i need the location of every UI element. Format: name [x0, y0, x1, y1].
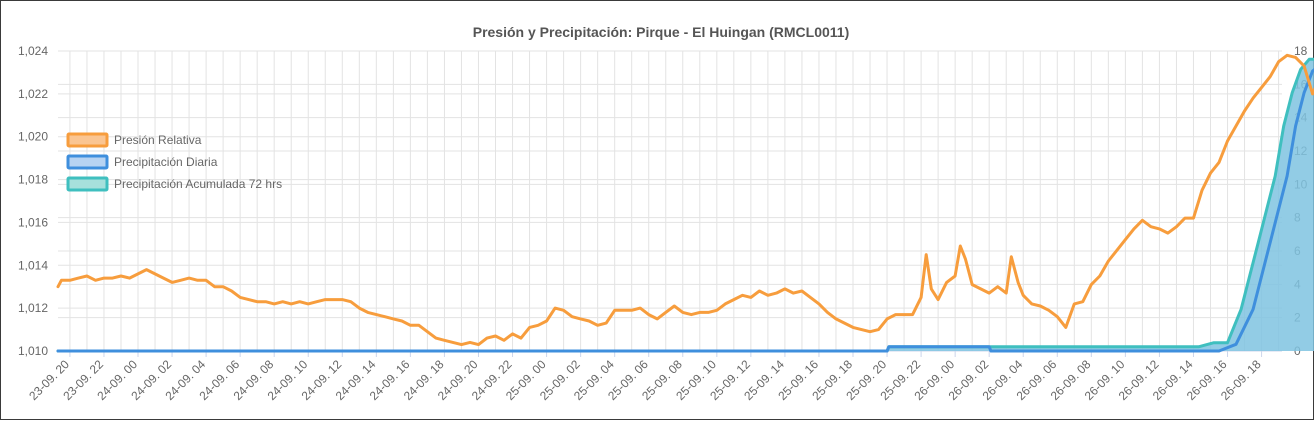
left-tick-label: 1,010 — [18, 344, 48, 358]
legend-swatch — [66, 132, 109, 148]
chart-title: Presión y Precipitación: Pirque - El Hui… — [473, 24, 850, 40]
left-tick-label: 1,022 — [18, 87, 48, 101]
pressure-series-line — [56, 53, 1314, 347]
legend-swatch — [66, 176, 109, 192]
legend-swatch — [66, 154, 109, 170]
grid-lines — [58, 50, 1282, 352]
left-tick-label: 1,024 — [18, 44, 48, 58]
left-tick-label: 1,014 — [18, 258, 48, 272]
legend: Presión Relativa Precipitación Diaria Prec… — [66, 132, 282, 192]
legend-label: Presión Relativa — [114, 133, 202, 147]
left-tick-label: 1,020 — [18, 130, 48, 144]
left-axis-tick-labels: 1,010 1,012 1,014 1,016 1,018 1,020 1,022 1,024 — [18, 44, 48, 358]
legend-label: Precipitación Diaria — [114, 155, 218, 169]
left-tick-label: 1,018 — [18, 173, 48, 187]
series-layer — [56, 53, 1314, 353]
legend-label: Precipitación Acumulada 72 hrs — [114, 177, 282, 191]
right-tick-label: 18 — [1294, 44, 1308, 58]
left-tick-label: 1,016 — [18, 215, 48, 229]
left-tick-label: 1,012 — [18, 301, 48, 315]
daily-precip-series-line — [56, 68, 1314, 353]
